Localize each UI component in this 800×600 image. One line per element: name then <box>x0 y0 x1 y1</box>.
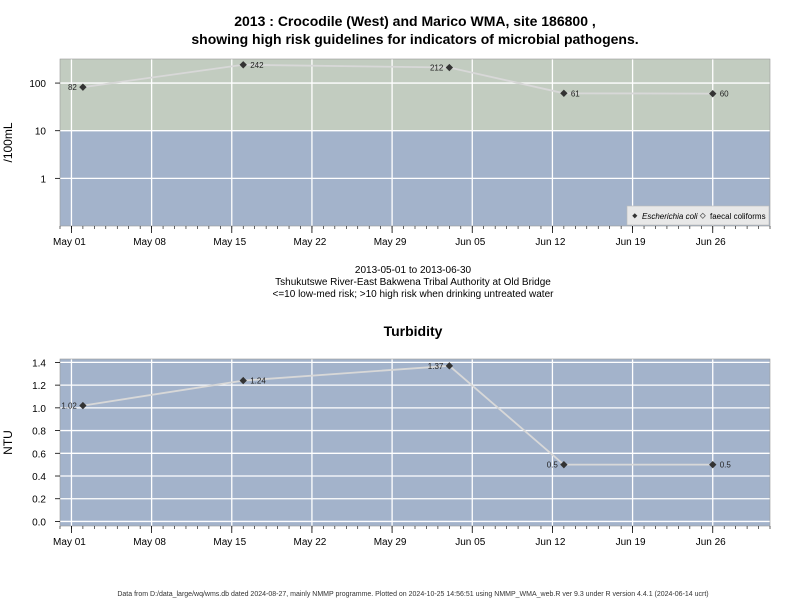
x-tick-label: Jun 05 <box>455 537 485 548</box>
data-label: 82 <box>68 83 77 92</box>
data-label: 61 <box>571 89 580 98</box>
x-tick-label: Jun 19 <box>616 237 646 248</box>
footer-note: Data from D:/data_large/wq/wms.db dated … <box>117 591 708 598</box>
x-tick-label: Jun 19 <box>616 537 646 548</box>
x-tick-label: May 22 <box>294 537 327 548</box>
turbidity-panel: May 01 May 08 May 15 May 22 May 29 Jun 05 Jun … <box>1 358 771 548</box>
high-risk-band <box>60 59 770 131</box>
x-tick-label: May 22 <box>294 237 327 248</box>
data-label: 60 <box>720 90 729 99</box>
turbidity-title: Turbidity <box>384 323 443 339</box>
data-point <box>239 61 247 69</box>
location-caption: Tshukutswe River-East Bakwena Tribal Aut… <box>275 277 551 288</box>
y-tick-label: 100 <box>29 79 46 90</box>
y-tick-label: 0.4 <box>32 472 46 483</box>
chart-title-line-1: 2013 : Crocodile (West) and Marico WMA, … <box>234 13 596 29</box>
x-tick-label: Jun 12 <box>535 537 565 548</box>
x-tick-label: May 08 <box>133 237 166 248</box>
data-point <box>709 89 717 98</box>
date-range-caption: 2013-05-01 to 2013-06-30 <box>355 265 472 276</box>
legend-box <box>626 205 770 226</box>
data-label: 212 <box>430 64 444 73</box>
y-axis-label: /100mL <box>1 122 15 162</box>
data-label: 242 <box>250 61 264 70</box>
y-tick-label: 1 <box>40 174 46 185</box>
risk-note-caption: <=10 low-med risk; >10 high risk when dr… <box>273 289 555 300</box>
x-tick-label: May 01 <box>53 537 86 548</box>
y-tick-label: 0.8 <box>32 427 46 438</box>
data-label: 1.02 <box>61 402 77 411</box>
y-tick-label: 1.0 <box>32 404 46 415</box>
x-tick-label: May 01 <box>53 237 86 248</box>
legend-marker-faecal-coliforms <box>699 212 706 219</box>
chart-title-line-2: showing high risk guidelines for indicat… <box>191 31 638 47</box>
x-tick-label: Jun 05 <box>455 237 485 248</box>
x-tick-label: May 08 <box>133 537 166 548</box>
y-tick-label: 0.0 <box>32 517 46 528</box>
legend-entry-faecal-coliforms: faecal coliforms <box>710 212 766 221</box>
data-label: 0.5 <box>547 461 559 470</box>
x-tick-label: Jun 26 <box>696 237 726 248</box>
data-label: 1.24 <box>250 377 266 386</box>
data-label: 0.5 <box>720 461 732 470</box>
data-point <box>560 460 568 469</box>
y-tick-label: 10 <box>35 127 47 138</box>
y-tick-label: 1.4 <box>32 358 46 369</box>
x-tick-label: May 15 <box>213 237 246 248</box>
legend-entry-e-coli: Escherichia coli <box>642 212 698 221</box>
data-point <box>709 460 717 469</box>
x-tick-label: May 29 <box>374 237 407 248</box>
data-label: 1.37 <box>428 362 444 371</box>
y-tick-label: 1.2 <box>32 381 46 392</box>
x-tick-label: May 29 <box>374 537 407 548</box>
data-point <box>239 376 247 385</box>
plot-background <box>60 359 770 526</box>
x-tick-label: May 15 <box>213 537 246 548</box>
y-axis-label: NTU <box>1 430 15 455</box>
x-tick-label: Jun 12 <box>535 237 565 248</box>
y-tick-label: 0.6 <box>32 449 46 460</box>
microbial-panel: May 01 May 08 May 15 May 22 May 29 Jun 05 Jun … <box>1 58 771 248</box>
data-point <box>445 362 454 370</box>
y-tick-label: 0.2 <box>32 495 46 506</box>
x-tick-label: Jun 26 <box>696 537 726 548</box>
